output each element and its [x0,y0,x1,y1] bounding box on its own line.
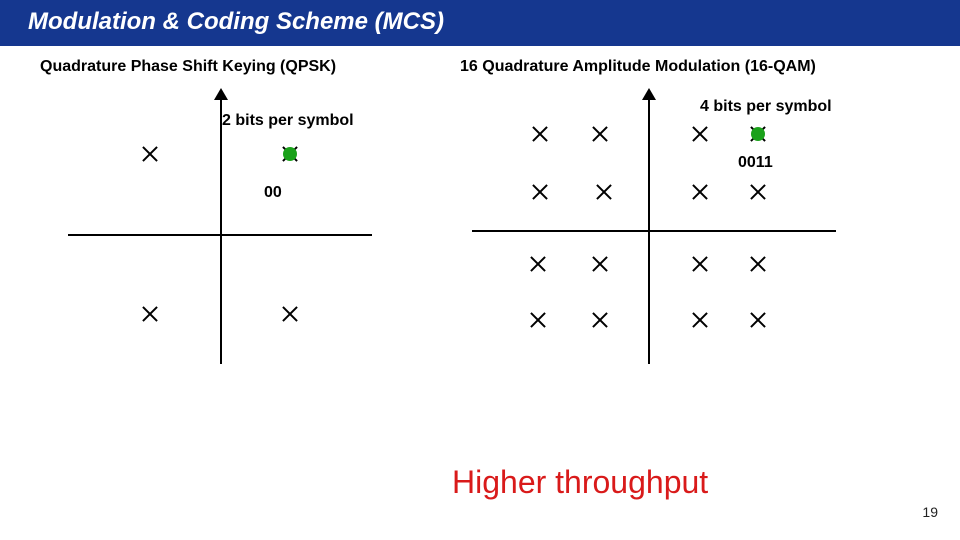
diagram-annotation: 2 bits per symbol [222,112,354,130]
constellation-point [590,124,610,144]
y-axis [220,90,222,364]
y-axis-arrow [214,88,228,100]
constellation-point [280,304,300,324]
constellation-point [590,310,610,330]
highlight-text: Higher throughput [452,464,708,501]
constellation-point [140,144,160,164]
constellation-point [530,124,550,144]
constellation-point [528,254,548,274]
right-column: 16 Quadrature Amplitude Modulation (16-Q… [460,46,920,372]
constellation-point [748,254,768,274]
page-number: 19 [922,504,938,520]
left-column: Quadrature Phase Shift Keying (QPSK) 2 b… [40,46,440,372]
diagram-annotation: 4 bits per symbol [700,98,832,116]
constellation-point [140,304,160,324]
constellation-point [590,254,610,274]
qpsk-subtitle: Quadrature Phase Shift Keying (QPSK) [40,58,440,76]
constellation-point [528,310,548,330]
qpsk-diagram: 2 bits per symbol 00 [40,82,400,372]
qam-diagram: 4 bits per symbol 0011 [460,82,890,372]
y-axis [648,90,650,364]
constellation-point [690,254,710,274]
x-axis [472,230,836,232]
constellation-point [530,182,550,202]
constellation-point [690,124,710,144]
constellation-point [748,182,768,202]
constellation-point [748,310,768,330]
highlighted-point [751,127,765,141]
title-bar: Modulation & Coding Scheme (MCS) [0,0,960,46]
highlighted-point [283,147,297,161]
constellation-point [690,310,710,330]
qam-subtitle: 16 Quadrature Amplitude Modulation (16-Q… [460,58,920,76]
diagram-annotation: 00 [264,184,282,202]
content-region: Quadrature Phase Shift Keying (QPSK) 2 b… [0,46,960,534]
constellation-point [690,182,710,202]
y-axis-arrow [642,88,656,100]
page-title: Modulation & Coding Scheme (MCS) [28,8,932,36]
constellation-point [594,182,614,202]
diagram-annotation: 0011 [738,154,773,172]
